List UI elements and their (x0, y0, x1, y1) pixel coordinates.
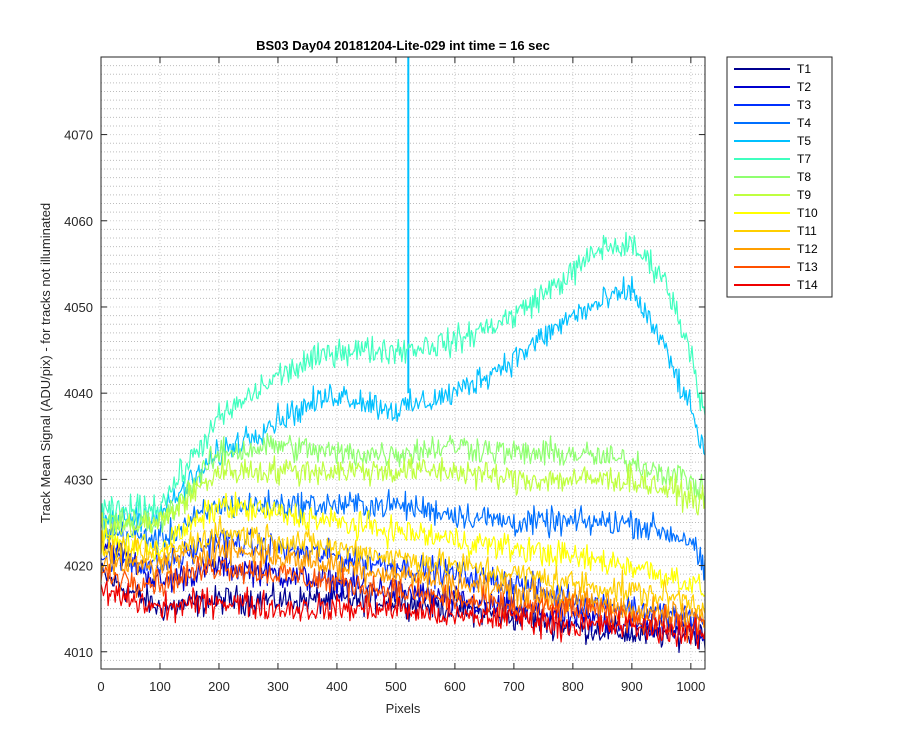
y-axis-label: Track Mean Signal (ADU/pix) - for tracks… (38, 203, 53, 523)
legend-label-t4: T4 (797, 116, 811, 130)
series-line-t7 (100, 231, 706, 526)
x-tick-label: 600 (444, 679, 466, 694)
y-tick-label: 4010 (64, 645, 93, 660)
legend-label-t3: T3 (797, 98, 811, 112)
x-tick-label: 800 (562, 679, 584, 694)
legend-label-t13: T13 (797, 260, 818, 274)
series-line-t13 (100, 556, 706, 644)
y-tick-label: 4070 (64, 128, 93, 143)
legend-label-t14: T14 (797, 278, 818, 292)
legend-label-t7: T7 (797, 152, 811, 166)
x-axis-label: Pixels (386, 701, 421, 716)
legend-label-t10: T10 (797, 206, 818, 220)
legend-label-t9: T9 (797, 188, 811, 202)
y-tick-label: 4060 (64, 214, 93, 229)
series-line-t14 (100, 580, 706, 650)
plot-frame (100, 56, 706, 670)
x-tick-label: 0 (97, 679, 104, 694)
legend-label-t12: T12 (797, 242, 818, 256)
series-layer (100, 57, 706, 654)
legend-label-t8: T8 (797, 170, 811, 184)
legend-label-t11: T11 (797, 224, 817, 238)
x-tick-label: 900 (621, 679, 643, 694)
ticks: 0 100 200 300 400 500 600 700 800 900 1000 4010 4020… (64, 57, 705, 694)
series-line-t10 (100, 491, 706, 597)
y-tick-label: 4020 (64, 559, 93, 574)
x-tick-label: 1000 (676, 679, 705, 694)
legend-label-t1: T1 (797, 62, 811, 76)
series-line-t4 (100, 489, 706, 581)
legend-label-t5: T5 (797, 134, 811, 148)
x-tick-label: 500 (385, 679, 407, 694)
series-line-t9 (100, 455, 706, 544)
x-tick-label: 700 (503, 679, 525, 694)
x-tick-label: 200 (208, 679, 230, 694)
legend-label-t2: T2 (797, 80, 811, 94)
x-tick-label: 300 (267, 679, 289, 694)
series-line-t11 (100, 515, 706, 620)
x-tick-label: 100 (149, 679, 171, 694)
y-tick-label: 4050 (64, 300, 93, 315)
y-tick-label: 4030 (64, 472, 93, 487)
chart-title: BS03 Day04 20181204-Lite-029 int time = … (256, 38, 550, 53)
y-tick-label: 4040 (64, 386, 93, 401)
x-tick-label: 400 (326, 679, 348, 694)
series-line-t8 (100, 432, 706, 534)
legend: T1 T2 T3 T4 T5 T7 T8 T9 T10 T11 T12 T13 T14 (726, 56, 833, 298)
series-line-t12 (100, 536, 706, 630)
